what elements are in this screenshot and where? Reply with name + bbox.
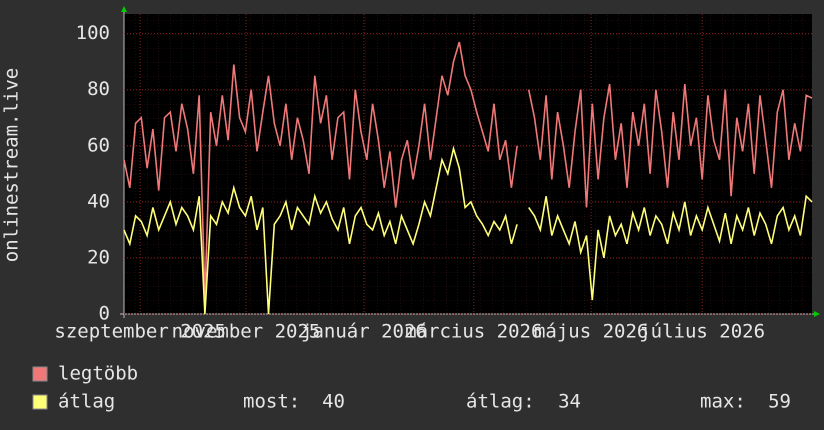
stat-value: 34 <box>558 391 581 413</box>
stat-value: 40 <box>322 391 345 413</box>
y-tick-label: 80 <box>87 78 110 100</box>
y-tick-label: 20 <box>87 246 110 268</box>
series-line <box>123 41 813 301</box>
x-tick-label: november 2025 <box>172 321 321 343</box>
stat-label: átlag: <box>466 391 535 413</box>
series-line <box>123 145 813 315</box>
legend-swatch <box>32 394 48 410</box>
y-tick-label: 40 <box>87 190 110 212</box>
y-tick-label: 0 <box>99 303 110 325</box>
x-tick-label: szeptember 2025 <box>54 321 226 343</box>
stat-label: most: <box>243 391 300 413</box>
x-tick-label: május 2026 <box>534 321 648 343</box>
legend-label: legtöbb <box>58 363 138 385</box>
axis-arrow <box>121 6 127 12</box>
x-tick-label: július 2026 <box>639 321 765 343</box>
x-tick-label: március 2026 <box>405 321 542 343</box>
stat-label: max: <box>700 391 746 413</box>
stat-value: 59 <box>768 391 791 413</box>
y-tick-label: 100 <box>76 22 110 44</box>
legend-label: átlag <box>58 391 115 413</box>
y-axis-label: onlinestream.live <box>1 68 23 262</box>
minor-grid <box>124 14 812 314</box>
y-tick-label: 60 <box>87 134 110 156</box>
x-tick-label: január 2026 <box>301 321 427 343</box>
axis-arrow <box>814 311 820 317</box>
legend-swatch <box>32 366 48 382</box>
